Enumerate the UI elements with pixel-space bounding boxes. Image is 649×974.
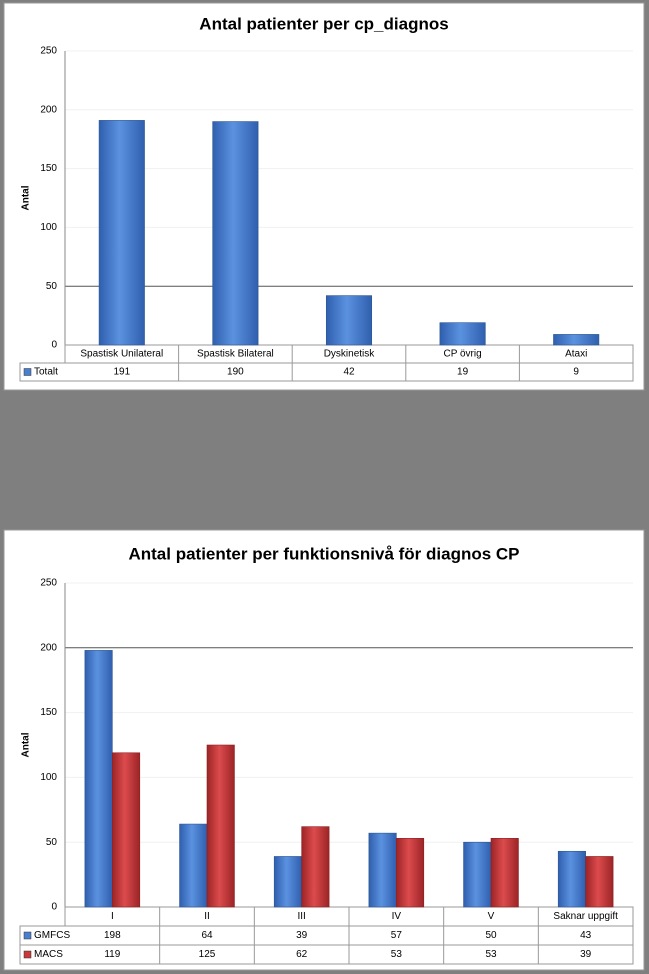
table-value: 57 xyxy=(391,930,403,941)
table-value: 43 xyxy=(580,930,592,941)
bar xyxy=(98,120,145,346)
table-value: 42 xyxy=(343,367,355,378)
y-tick-label: 0 xyxy=(51,340,57,351)
y-tick-label: 200 xyxy=(40,104,57,115)
x-tick-label: Spastisk Bilateral xyxy=(197,349,274,360)
table-value: 53 xyxy=(391,949,403,960)
table-value: 62 xyxy=(296,949,308,960)
bar xyxy=(112,752,141,908)
x-tick-label: I xyxy=(111,911,114,922)
chart-title: Antal patienter per funktionsnivå för di… xyxy=(128,544,519,563)
y-axis-label: Antal xyxy=(21,732,32,757)
bar xyxy=(557,850,586,908)
bar xyxy=(84,650,113,908)
y-axis-label: Antal xyxy=(21,185,32,210)
y-tick-label: 50 xyxy=(46,837,58,848)
y-tick-label: 100 xyxy=(40,222,57,233)
table-value: 125 xyxy=(199,949,216,960)
bar xyxy=(273,856,302,908)
table-value: 64 xyxy=(201,930,213,941)
y-tick-label: 250 xyxy=(40,46,57,57)
bar xyxy=(439,322,486,346)
bar xyxy=(463,841,492,908)
bar xyxy=(301,826,330,908)
bar xyxy=(553,334,600,346)
table-value: 50 xyxy=(485,930,497,941)
table-value: 119 xyxy=(104,949,120,960)
table-value: 190 xyxy=(227,367,244,378)
x-tick-label: V xyxy=(488,911,495,922)
y-tick-label: 250 xyxy=(40,578,57,589)
table-value: 39 xyxy=(580,949,592,960)
y-tick-label: 150 xyxy=(40,707,57,718)
legend-swatch xyxy=(23,950,32,959)
y-tick-label: 50 xyxy=(46,281,58,292)
bar xyxy=(179,823,208,908)
table-value: 9 xyxy=(573,367,579,378)
x-tick-label: CP övrig xyxy=(444,349,482,360)
y-tick-label: 150 xyxy=(40,163,57,174)
bar xyxy=(325,295,373,346)
x-tick-label: III xyxy=(297,911,305,922)
bar xyxy=(490,838,519,908)
legend-label: GMFCS xyxy=(34,930,70,941)
x-tick-label: Spastisk Unilateral xyxy=(80,349,163,360)
y-tick-label: 0 xyxy=(51,902,57,913)
table-value: 198 xyxy=(104,930,121,941)
x-tick-label: Dyskinetisk xyxy=(324,349,376,360)
legend-label: Totalt xyxy=(34,367,58,378)
table-value: 191 xyxy=(113,367,130,378)
bar xyxy=(368,832,397,908)
table-value: 19 xyxy=(457,367,469,378)
bar xyxy=(585,856,614,908)
bar xyxy=(396,838,425,908)
x-tick-label: Saknar uppgift xyxy=(553,911,618,922)
y-tick-label: 200 xyxy=(40,642,57,653)
y-tick-label: 100 xyxy=(40,772,57,783)
legend-swatch xyxy=(23,368,32,376)
legend-swatch xyxy=(23,931,32,940)
bar xyxy=(212,121,259,346)
chart-title: Antal patienter per cp_diagnos xyxy=(199,14,448,33)
table-value: 39 xyxy=(296,930,308,941)
bar xyxy=(206,744,235,908)
x-tick-label: II xyxy=(204,911,210,922)
legend-label: MACS xyxy=(34,949,63,960)
x-tick-label: Ataxi xyxy=(565,349,587,360)
table-value: 53 xyxy=(485,949,497,960)
x-tick-label: IV xyxy=(392,911,402,922)
